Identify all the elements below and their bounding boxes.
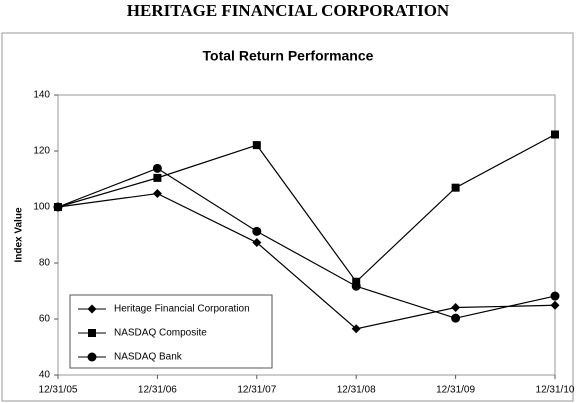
marker — [152, 163, 162, 173]
marker — [451, 313, 461, 323]
y-tick-label: 80 — [39, 258, 51, 269]
page-header: HERITAGE FINANCIAL CORPORATION — [127, 1, 450, 20]
marker — [252, 226, 262, 236]
marker — [451, 183, 460, 192]
y-tick-label: 120 — [33, 146, 50, 157]
legend-label: NASDAQ Composite — [114, 328, 207, 339]
marker — [252, 141, 261, 150]
marker — [252, 238, 262, 248]
marker — [451, 303, 461, 313]
marker — [550, 300, 560, 310]
marker — [551, 130, 559, 139]
chart-title: Total Return Performance — [203, 48, 374, 64]
x-tick-label: 12/31/05 — [39, 385, 78, 396]
y-tick-label: 60 — [39, 314, 51, 325]
marker — [87, 352, 97, 362]
plot-area — [57, 94, 556, 376]
x-tick-label: 12/31/09 — [436, 385, 475, 396]
legend-label: NASDAQ Bank — [114, 352, 183, 363]
series-line — [57, 167, 556, 319]
marker — [351, 281, 361, 291]
chart-frame — [1, 32, 574, 402]
x-tick-label: 12/31/08 — [337, 385, 376, 396]
y-tick-label: 100 — [33, 202, 50, 213]
x-tick-label: 12/31/07 — [237, 385, 276, 396]
marker — [152, 189, 162, 199]
y-axis-label: Index Value — [14, 207, 25, 262]
marker — [88, 329, 96, 337]
marker — [53, 202, 63, 212]
legend-label: Heritage Financial Corporation — [114, 304, 250, 315]
legend-box — [69, 294, 273, 369]
series-line — [57, 192, 556, 330]
x-tick-label: 12/31/10 — [536, 385, 575, 396]
marker — [87, 304, 97, 314]
marker — [550, 291, 560, 301]
y-tick-label: 140 — [33, 90, 50, 101]
marker — [351, 324, 361, 334]
y-tick-label: 40 — [39, 370, 51, 381]
x-tick-label: 12/31/06 — [138, 385, 177, 396]
marker — [153, 173, 162, 182]
series-line — [57, 133, 556, 283]
